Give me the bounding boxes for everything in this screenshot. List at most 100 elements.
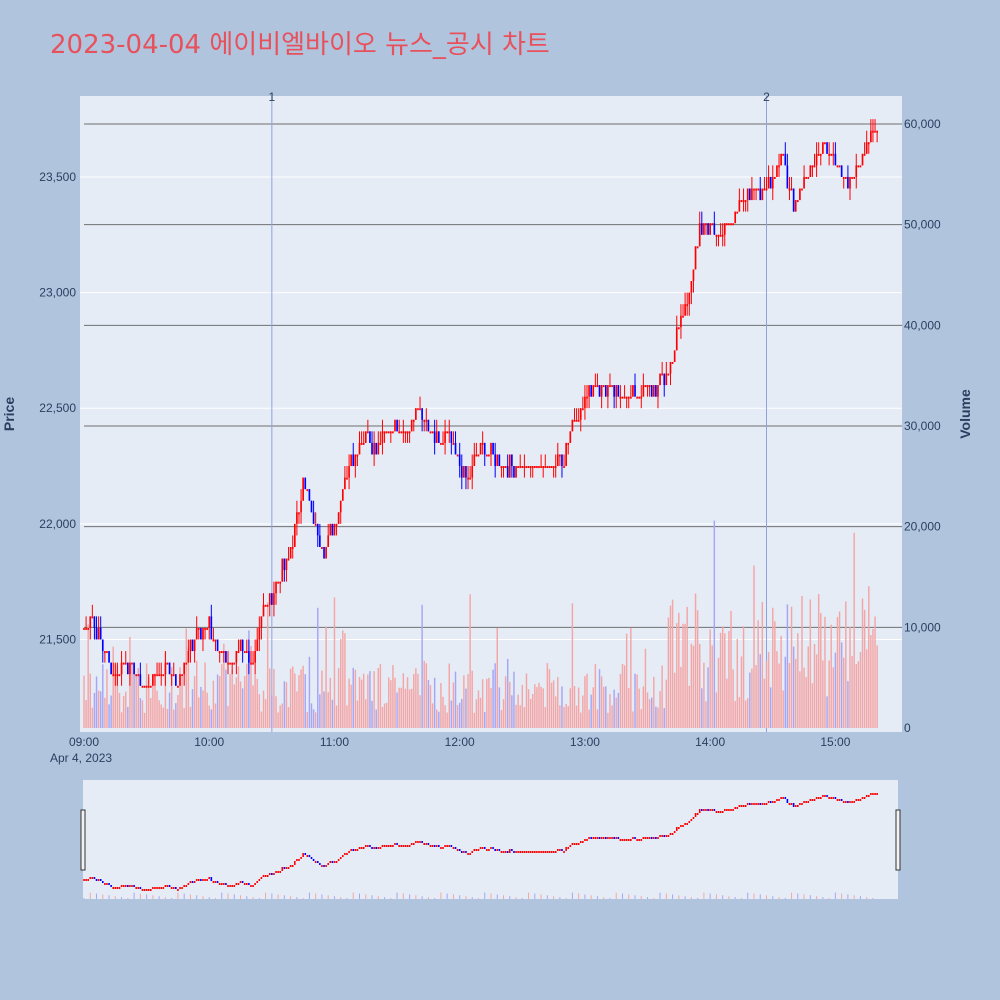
volume-bar	[404, 688, 407, 728]
volume-bar	[822, 660, 824, 728]
slider-volume-bar	[784, 898, 786, 899]
price-tick-label: 23,000	[39, 286, 76, 300]
slider-candle	[300, 857, 302, 859]
candle-body	[592, 385, 595, 397]
slider-candle	[358, 847, 361, 849]
slider-candle	[183, 885, 185, 887]
volume-bar	[97, 690, 100, 728]
volume-bar	[195, 660, 198, 728]
slider-volume-bar	[559, 897, 561, 899]
candle-body	[231, 662, 234, 665]
slider-candle	[767, 801, 770, 803]
volume-bar	[640, 709, 643, 728]
candle-body	[208, 616, 211, 628]
candle-body	[373, 442, 375, 455]
candle-body	[623, 396, 626, 399]
slider-volume-bar	[121, 897, 123, 899]
volume-bar	[110, 695, 112, 728]
volume-bar	[749, 672, 751, 728]
candle-body	[765, 188, 768, 191]
candle-body	[734, 211, 737, 224]
slider-candle	[135, 887, 137, 889]
volume-bar	[563, 706, 565, 728]
candle-body	[248, 651, 250, 663]
candle-body	[129, 662, 131, 675]
candle-body	[444, 431, 446, 443]
volume-bar	[104, 697, 106, 728]
range-slider-left-handle[interactable]	[80, 809, 86, 871]
slider-candle	[567, 847, 570, 849]
volume-bar	[851, 656, 853, 728]
slider-volume-bar	[665, 893, 667, 899]
volume-bar	[223, 643, 225, 728]
slider-candle	[723, 809, 726, 811]
candle-body	[99, 627, 102, 640]
slider-candle	[87, 879, 89, 881]
candle-body	[607, 385, 609, 397]
volume-bar	[868, 586, 870, 728]
candle-body	[732, 223, 734, 226]
candle-body	[402, 431, 405, 434]
slider-candle	[744, 805, 747, 807]
volume-bar	[732, 669, 734, 728]
candle-body	[717, 234, 720, 237]
volume-bar	[235, 677, 238, 728]
candle-body	[141, 685, 144, 688]
slider-candle	[602, 837, 605, 839]
slider-candle	[106, 883, 108, 885]
candle-body	[540, 466, 542, 469]
slider-candle	[500, 851, 503, 853]
range-slider-right-handle[interactable]	[895, 809, 901, 871]
slider-candle	[598, 837, 601, 839]
candle-body	[819, 153, 822, 156]
volume-bar	[772, 607, 774, 728]
slider-candle	[801, 803, 803, 805]
volume-bar	[198, 697, 200, 728]
slider-candle	[769, 801, 772, 803]
volume-bar	[638, 688, 640, 728]
slider-candle	[379, 847, 382, 849]
candle-body	[594, 385, 597, 388]
volume-bar	[348, 678, 350, 728]
time-tick-label: 11:00	[320, 735, 349, 749]
candle-body	[335, 523, 338, 526]
candle-body	[713, 223, 716, 235]
range-slider-background[interactable]	[83, 780, 898, 899]
slider-volume-bar	[96, 893, 98, 899]
slider-candle	[809, 799, 812, 801]
slider-candle	[711, 809, 714, 811]
candle-body	[680, 315, 682, 328]
candle-body	[147, 685, 150, 688]
candle-body	[485, 454, 488, 457]
volume-bar	[550, 682, 553, 728]
slider-candle	[544, 851, 547, 853]
volume-bar	[431, 703, 434, 728]
candle-body	[296, 512, 298, 524]
candle-body	[675, 327, 678, 351]
volume-bar	[548, 669, 551, 728]
slider-candle	[450, 845, 453, 847]
volume-bar	[250, 646, 252, 728]
slider-volume-bar	[271, 893, 273, 899]
candle-body	[83, 627, 85, 630]
slider-candle	[832, 797, 835, 799]
candle-body	[442, 442, 444, 445]
slider-candle	[440, 847, 442, 849]
candle-body	[805, 176, 807, 179]
volume-bar	[214, 703, 217, 728]
slider-candle	[114, 887, 117, 889]
slider-volume-bar	[477, 898, 479, 899]
candle-body	[569, 431, 572, 443]
slider-candle	[243, 883, 246, 885]
slider-candle	[617, 837, 620, 839]
candle-body	[183, 662, 186, 675]
slider-volume-bar	[415, 895, 417, 899]
volume-bar	[621, 663, 624, 728]
slider-candle	[212, 881, 215, 883]
candle-body	[690, 281, 693, 293]
volume-tick-label: 30,000	[904, 419, 941, 433]
candle-body	[360, 442, 363, 445]
volume-bar	[329, 677, 332, 728]
slider-volume-bar	[208, 897, 210, 899]
volume-bar	[557, 677, 559, 728]
